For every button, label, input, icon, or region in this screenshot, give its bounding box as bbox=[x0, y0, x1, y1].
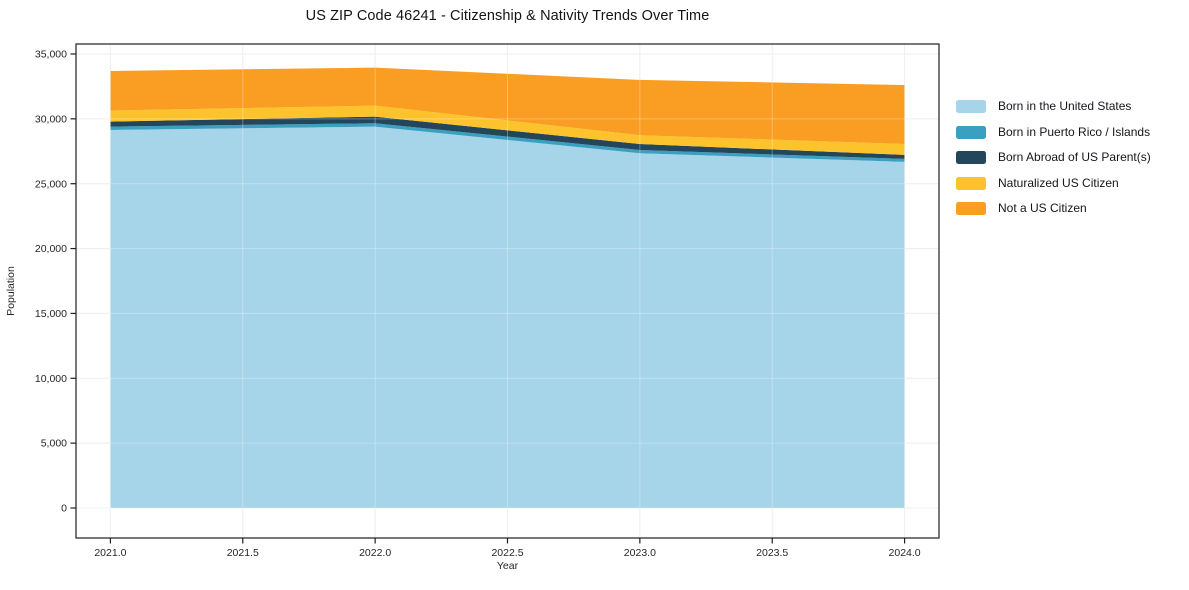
area-born-in-the-united-states bbox=[110, 126, 905, 508]
area-born-abroad-of-us-parent-s- bbox=[110, 116, 905, 159]
y-tick-label: 15,000 bbox=[35, 308, 67, 320]
legend-item-born-in-the-united-states: Born in the United States bbox=[956, 100, 1151, 113]
y-tick-label: 10,000 bbox=[35, 373, 67, 385]
area-series-group bbox=[110, 67, 905, 508]
x-tick-label: 2022.5 bbox=[491, 547, 523, 559]
axis-ticks: 2021.0 2021.5 2022.0 2022.5 2023.0 2023.5 2024… bbox=[35, 49, 921, 559]
y-tick-label: 35,000 bbox=[35, 49, 67, 61]
legend-item-born-in-puerto-rico-islands: Born in Puerto Rico / Islands bbox=[956, 124, 1151, 139]
x-tick-label: 2021.0 bbox=[94, 547, 126, 559]
x-tick-label: 2022.0 bbox=[359, 547, 391, 559]
gridlines-over bbox=[76, 44, 939, 538]
y-axis-label: Population bbox=[5, 266, 17, 316]
area-born-in-puerto-rico-islands bbox=[110, 123, 905, 162]
legend-swatch bbox=[956, 100, 986, 113]
x-axis-label: Year bbox=[496, 560, 519, 572]
legend-label: Not a US Citizen bbox=[998, 201, 1087, 215]
legend-item-not-a-us-citizen: Not a US Citizen bbox=[956, 202, 1151, 215]
x-tick-label: 2023.0 bbox=[624, 547, 656, 559]
legend-swatch bbox=[956, 151, 986, 164]
y-tick-label: 0 bbox=[61, 503, 67, 515]
legend-label: Born in Puerto Rico / Islands bbox=[998, 124, 1151, 139]
legend-item-born-abroad-of-us-parent-s-: Born Abroad of US Parent(s) bbox=[956, 151, 1151, 164]
legend: Born in the United States Born in Puerto … bbox=[956, 100, 1151, 228]
legend-label: Born in the United States bbox=[998, 99, 1132, 113]
y-axis-label-wrap: Population bbox=[0, 44, 22, 538]
x-tick-label: 2024.0 bbox=[889, 547, 921, 559]
y-tick-label: 5,000 bbox=[41, 438, 67, 450]
x-tick-label: 2021.5 bbox=[227, 547, 259, 559]
legend-swatch bbox=[956, 176, 986, 190]
area-not-a-us-citizen bbox=[110, 67, 905, 145]
x-tick-label: 2023.5 bbox=[756, 547, 788, 559]
legend-item-naturalized-us-citizen: Naturalized US Citizen bbox=[956, 175, 1151, 190]
legend-swatch bbox=[956, 125, 986, 139]
legend-label: Born Abroad of US Parent(s) bbox=[998, 150, 1151, 164]
chart-title: US ZIP Code 46241 - Citizenship & Nativi… bbox=[305, 8, 710, 24]
y-tick-label: 30,000 bbox=[35, 113, 67, 125]
y-tick-label: 25,000 bbox=[35, 178, 67, 190]
y-tick-label: 20,000 bbox=[35, 243, 67, 255]
legend-swatch bbox=[956, 202, 986, 215]
area-naturalized-us-citizen bbox=[110, 105, 905, 155]
legend-label: Naturalized US Citizen bbox=[998, 175, 1119, 190]
